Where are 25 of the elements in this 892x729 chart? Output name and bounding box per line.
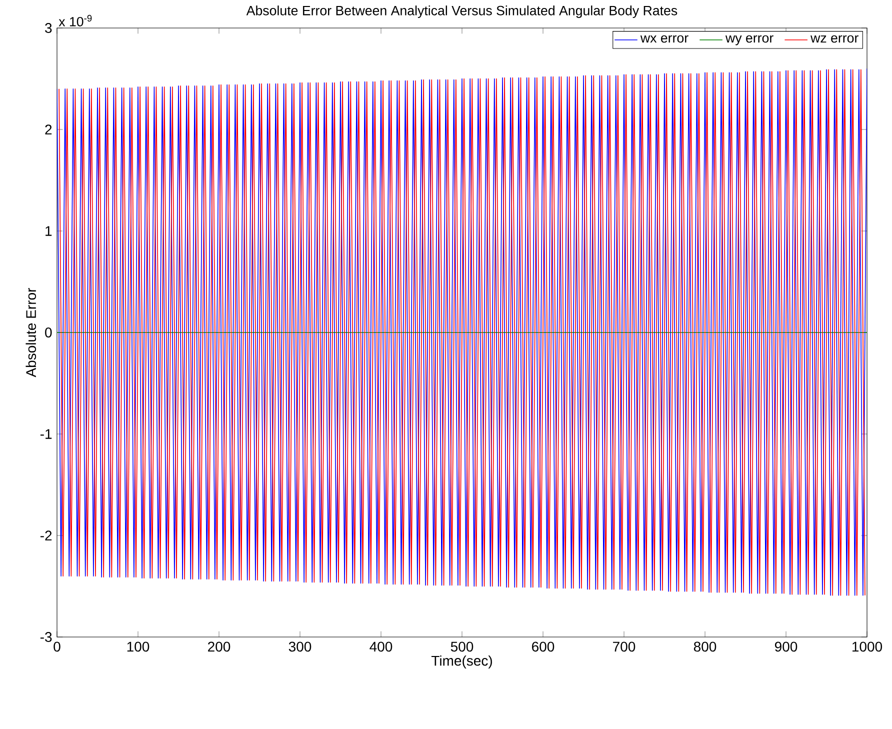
x-axis-title: Time(sec)	[431, 655, 492, 668]
y-tick-label: 2	[45, 124, 52, 134]
x-tick-label: 900	[774, 642, 798, 652]
y-tick-label: 0	[45, 328, 52, 338]
x-tick-label: 100	[127, 642, 150, 652]
x-tick-label: 0	[54, 642, 60, 652]
x-tick-label: 500	[450, 642, 474, 652]
y-axis-title: Absolute Error	[26, 288, 36, 378]
y-tick-label: -2	[40, 530, 52, 540]
x-tick-label: 700	[613, 642, 636, 652]
y-tick-label: -1	[40, 429, 52, 439]
x-tick-label: 600	[532, 642, 554, 652]
y-tick-label: -3	[40, 632, 52, 642]
chart-title: Absolute Error Between Analytical Versus Simulated Angular Body Rates	[246, 6, 678, 18]
x-tick-label: 300	[288, 642, 312, 652]
y-tick-label: 3	[45, 23, 52, 33]
text: x 10$^{-9}$	[58, 14, 92, 26]
legend-label: wy error	[725, 35, 774, 46]
y-tick-label: 1	[46, 226, 52, 236]
x-tick-label: 1000	[852, 642, 882, 652]
legend-label: wz error	[810, 35, 858, 43]
x-tick-label: 200	[208, 642, 230, 652]
x-tick-label: 400	[370, 642, 392, 652]
legend-label: wx error	[640, 35, 688, 43]
x-tick-label: 800	[694, 642, 716, 652]
